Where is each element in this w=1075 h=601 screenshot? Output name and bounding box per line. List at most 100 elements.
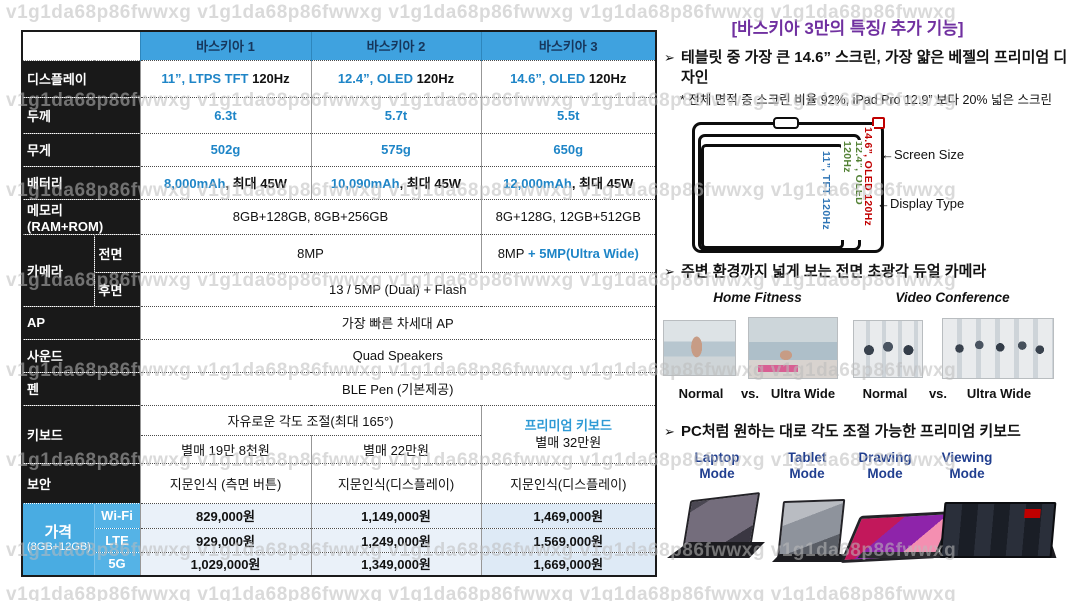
screen-ratio-note: * 전체 면적 중 스크린 비율 92%, iPad Pro 12.9” 보다 … <box>680 93 1052 107</box>
diagram-label-11inch: 11”, TFT 120Hz <box>820 150 832 244</box>
row-price-5g: 5G 1,029,000원 1,349,000원 1,669,000원 <box>22 551 656 576</box>
security-value-3: 지문인식(디스플레이) <box>480 462 656 503</box>
laptop-mode-photo <box>665 492 770 582</box>
row-price-lte: LTE 929,000원 1,249,000원 1,569,000원 <box>22 527 656 552</box>
row-display: 디스플레이 11”, LTPS TFT 120Hz 12.4”, OLED 12… <box>22 59 656 97</box>
display-value-1: 11”, LTPS TFT 120Hz <box>139 59 311 97</box>
keyboard-price-1: 별매 19만 8천원 <box>139 434 311 463</box>
camera-front-value-3: 8MP + 5MP(Ultra Wide) <box>480 233 656 272</box>
home-fitness-ultrawide-photo <box>748 317 838 379</box>
camera-notch-icon <box>773 117 799 129</box>
vc-normal-label: Normal <box>862 386 908 401</box>
bullet-ultrawide-camera: ➢ 주변 환경까지 넓게 보는 전면 초광각 듀얼 카메라 <box>664 263 987 280</box>
keyboard-price-2: 별매 22만원 <box>310 434 481 463</box>
bullet-arrow-icon: ➢ <box>664 264 675 279</box>
battery-value-1: 8,000mAh, 최대 45W <box>139 165 311 199</box>
hf-vs-label: vs. <box>740 386 760 401</box>
price-wifi-3: 1,469,000원 <box>480 502 656 528</box>
row-label-thickness: 두께 <box>22 96 140 133</box>
mode-label-tablet: Tablet Mode <box>787 450 827 481</box>
price-wifi-2: 1,149,000원 <box>310 502 481 528</box>
table-corner-cell <box>22 31 140 60</box>
weight-value-2: 575g <box>310 132 481 166</box>
screen-size-pointer: ←Screen Size <box>881 147 965 162</box>
row-label-keyboard: 키보드 <box>22 404 140 463</box>
panel-title: [바스키아 3만의 특징/ 추가 기능] <box>731 19 964 38</box>
device-screen <box>939 502 1057 558</box>
row-camera-front: 카메라 전면 8MP 8MP + 5MP(Ultra Wide) <box>22 233 656 306</box>
hf-ultrawide-label: Ultra Wide <box>770 386 836 401</box>
camera-rear-value-all: 13 / 5MP (Dual) + Flash <box>139 271 656 306</box>
battery-value-3: 12,000mAh, 최대 45W <box>480 165 656 199</box>
keyboard-price-3: 별매 32만원 <box>535 435 602 450</box>
row-label-price: 가격 (8GB+12GB) <box>22 502 94 576</box>
bullet-premium-design: ➢ 테블릿 중 가장 큰 14.6” 스크린, 가장 얇은 베젤의 프리미엄 디… <box>664 49 1068 86</box>
diagram-label-14-6inch: 14.6”, OLED 120Hz <box>862 126 874 238</box>
row-label-battery: 배터리 <box>22 165 140 199</box>
row-label-security: 보안 <box>22 462 140 503</box>
weight-value-1: 502g <box>139 132 311 166</box>
mode-label-viewing: Viewing Mode <box>941 450 993 481</box>
keyboard-value-3: 프리미엄 키보드 별매 32만원 <box>480 404 656 463</box>
security-value-2: 지문인식(디스플레이) <box>310 462 481 503</box>
thickness-value-3: 5.5t <box>480 96 656 133</box>
viewing-mode-photo <box>939 492 1057 582</box>
thickness-value-1: 6.3t <box>139 96 311 133</box>
price-network-5g: 5G <box>93 551 140 576</box>
price-network-wifi: Wi-Fi <box>93 502 140 528</box>
vc-ultrawide-label: Ultra Wide <box>966 386 1032 401</box>
row-price-wifi: 가격 (8GB+12GB) Wi-Fi 829,000원 1,149,000원 … <box>22 502 656 576</box>
row-label-sound: 사운드 <box>22 338 140 372</box>
price-network-lte: LTE <box>93 527 140 552</box>
features-panel: [바스키아 3만의 특징/ 추가 기능] ➢ 테블릿 중 가장 큰 14.6” … <box>660 0 1075 601</box>
camera-front-value-1-2: 8MP <box>139 233 481 272</box>
keyboard-premium-name: 프리미엄 키보드 <box>524 418 612 433</box>
column-header-model-3: 바스키아 3 <box>480 31 656 60</box>
ap-value-all: 가장 빠른 차세대 AP <box>139 305 656 339</box>
row-security: 보안 지문인식 (측면 버튼) 지문인식(디스플레이) 지문인식(디스플레이) <box>22 462 656 503</box>
keyboard-angle-value-1-2: 자유로운 각도 조절(최대 165°) <box>139 404 481 435</box>
bullet-premium-keyboard: ➢ PC처럼 원하는 대로 각도 조절 가능한 프리미엄 키보드 <box>664 423 1021 440</box>
tablet-mode-photo <box>766 492 871 582</box>
row-thickness: 두께 6.3t 5.7t 5.5t <box>22 96 656 133</box>
price-5g-3: 1,669,000원 <box>480 551 656 576</box>
row-ap: AP 가장 빠른 차세대 AP <box>22 305 656 339</box>
row-label-camera-front: 전면 <box>93 233 140 272</box>
display-type-pointer: ←Display Type <box>877 196 965 211</box>
mode-label-laptop: Laptop Mode <box>694 450 740 481</box>
row-label-memory: 메모리(RAM+ROM) <box>22 198 140 234</box>
price-lte-2: 1,249,000원 <box>310 527 481 552</box>
row-label-display: 디스플레이 <box>22 59 140 97</box>
row-label-pen: 펜 <box>22 371 140 405</box>
row-label-camera: 카메라 <box>22 233 94 306</box>
row-keyboard-price: 별매 19만 8천원 별매 22만원 <box>22 434 656 463</box>
power-button-mark-icon <box>872 117 885 129</box>
video-conference-normal-photo <box>853 320 923 378</box>
video-conference-ultrawide-photo <box>942 318 1054 379</box>
row-pen: 펜 BLE Pen (기본제공) <box>22 371 656 405</box>
hf-normal-label: Normal <box>678 386 724 401</box>
price-5g-2: 1,349,000원 <box>310 551 481 576</box>
display-value-2: 12.4”, OLED 120Hz <box>310 59 481 97</box>
thickness-value-2: 5.7t <box>310 96 481 133</box>
price-wifi-1: 829,000원 <box>139 502 311 528</box>
bullet-arrow-icon: ➢ <box>664 424 675 439</box>
row-sound: 사운드 Quad Speakers <box>22 338 656 372</box>
pen-value-all: BLE Pen (기본제공) <box>139 371 656 405</box>
device-keyboard <box>772 554 850 562</box>
device-keyboard <box>667 542 765 558</box>
row-camera-rear: 후면 13 / 5MP (Dual) + Flash <box>22 271 656 306</box>
vc-vs-label: vs. <box>928 386 948 401</box>
row-memory: 메모리(RAM+ROM) 8GB+128GB, 8GB+256GB 8G+128… <box>22 198 656 234</box>
home-fitness-normal-photo <box>663 320 736 376</box>
sound-value-all: Quad Speakers <box>139 338 656 372</box>
device-keyboard <box>857 552 947 558</box>
price-5g-1: 1,029,000원 <box>139 551 311 576</box>
weight-value-3: 650g <box>480 132 656 166</box>
row-keyboard-top: 키보드 자유로운 각도 조절(최대 165°) 프리미엄 키보드 별매 32만원 <box>22 404 656 463</box>
security-value-1: 지문인식 (측면 버튼) <box>139 462 311 503</box>
device-screen <box>776 498 846 562</box>
price-lte-1: 929,000원 <box>139 527 311 552</box>
video-conference-title: Video Conference <box>895 290 1010 305</box>
bullet-arrow-icon: ➢ <box>664 50 675 65</box>
